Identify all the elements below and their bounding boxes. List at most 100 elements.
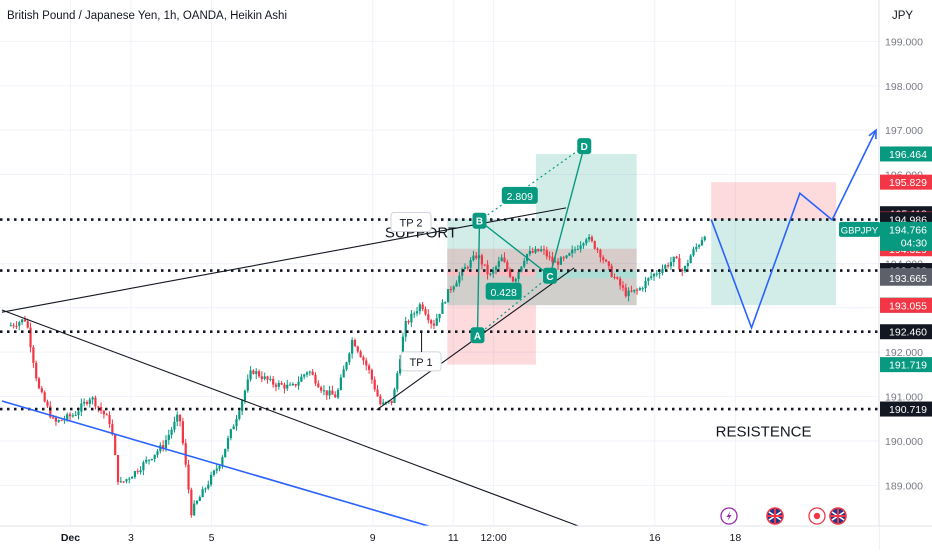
price-axis-label-bg <box>880 324 932 340</box>
candle-body <box>506 262 509 270</box>
uk-flag-icon[interactable] <box>766 507 784 525</box>
candle-body <box>156 451 159 455</box>
harmonic-point-a: A <box>470 327 485 344</box>
candle-body <box>193 503 196 516</box>
price-tick-label: 190.000 <box>885 436 923 448</box>
trend-line <box>1 309 595 533</box>
candle-body <box>579 245 582 249</box>
candle-body <box>85 401 89 404</box>
candle-body <box>537 248 540 252</box>
price-axis-label: 193.665 <box>880 270 932 286</box>
price-tick-label: 192.000 <box>885 347 923 359</box>
candle-body <box>68 414 72 417</box>
candle-body <box>178 414 182 422</box>
candle-body <box>568 253 571 256</box>
candle-body <box>119 481 122 483</box>
candle-body <box>678 258 681 270</box>
candle-body <box>224 448 227 458</box>
candle-body <box>88 399 91 404</box>
candle-body <box>700 240 704 246</box>
candle-body <box>658 273 661 275</box>
candle-body <box>232 426 235 430</box>
candle-body <box>128 478 131 480</box>
candle-body <box>331 390 334 395</box>
candle-body <box>610 265 613 277</box>
candle-body <box>698 245 701 247</box>
candle-body <box>32 347 35 363</box>
candle-body <box>565 255 568 258</box>
candle-body <box>446 289 450 303</box>
candle-body <box>190 489 193 516</box>
harmonic-ratio: 2.809 <box>501 186 538 204</box>
candle-body <box>367 365 371 370</box>
uk-flag-icon[interactable] <box>829 507 847 525</box>
candle-body <box>599 249 602 258</box>
lightning-icon[interactable] <box>720 507 738 525</box>
candle-body <box>300 376 303 382</box>
event-icons <box>720 507 847 525</box>
candle-body <box>280 383 283 385</box>
price-tick-label: 191.000 <box>885 392 923 404</box>
candle-body <box>255 371 258 374</box>
time-tick-label: 16 <box>649 532 661 544</box>
candle-body <box>379 396 382 405</box>
candle-body <box>60 420 63 422</box>
harmonic-point-marker <box>577 138 592 155</box>
candle-body <box>108 415 111 425</box>
candle-body <box>370 369 373 380</box>
candle-body <box>399 359 402 374</box>
harmonic-point-label: B <box>476 217 483 228</box>
candle-body <box>396 373 399 390</box>
candle-body <box>125 479 128 482</box>
candle-body <box>638 288 641 291</box>
candle-body <box>122 481 125 483</box>
price-tick-label: 197.000 <box>885 125 923 137</box>
candle-body <box>393 389 396 403</box>
candle-body <box>257 371 261 377</box>
candle-body <box>523 260 526 267</box>
candle-body <box>664 265 667 269</box>
price-axis-label-text: 191.719 <box>889 360 927 372</box>
candle-body <box>418 304 421 312</box>
candle-body <box>520 266 523 272</box>
candle-body <box>294 384 297 386</box>
short-stop-zone <box>535 248 637 271</box>
candle-body <box>184 443 187 465</box>
candle-body <box>328 390 331 396</box>
candle-body <box>548 256 551 258</box>
harmonic-point-marker <box>543 267 558 284</box>
candle-body <box>320 387 323 391</box>
candle-body <box>461 269 464 276</box>
candle-body <box>71 415 74 417</box>
resistance-label: RESISTENCE <box>716 424 812 441</box>
long-target-zone <box>711 219 837 306</box>
currency-button[interactable]: JPY <box>892 10 913 22</box>
candle-body <box>83 401 86 404</box>
candle-body <box>441 302 444 314</box>
time-tick-label: 9 <box>370 532 376 544</box>
candle-body <box>483 264 486 266</box>
time-axis: Dec 3 5 9 11 12:00 16 18 <box>0 525 932 550</box>
candle-body <box>534 248 537 253</box>
candle-body <box>511 276 515 282</box>
candle-body <box>365 360 368 366</box>
price-labels: 196.464195.829195.118194.996194.986194.3… <box>839 146 932 417</box>
candle-body <box>195 500 199 504</box>
candle-body <box>37 378 41 389</box>
candle-body <box>492 269 495 274</box>
candle-body <box>311 371 314 375</box>
candle-body <box>116 455 120 483</box>
target-icon[interactable] <box>808 507 826 525</box>
harmonic-ratio-text: 0.428 <box>491 287 517 299</box>
candle-body <box>469 260 472 268</box>
candle-body <box>466 267 469 269</box>
candle-body <box>593 241 596 249</box>
candle-body <box>551 256 554 263</box>
price-axis-label-bg <box>880 270 932 286</box>
candle-body <box>308 371 311 373</box>
price-tick-label: 199.000 <box>885 36 923 48</box>
